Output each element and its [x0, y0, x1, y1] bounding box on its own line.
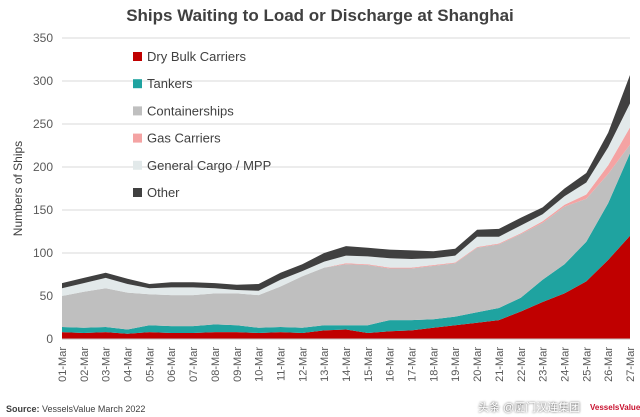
legend-label: Other	[147, 185, 180, 200]
legend-swatch	[133, 160, 142, 170]
source-text: VesselsValue March 2022	[42, 404, 146, 414]
x-tick-label: 26-Mar	[603, 347, 615, 382]
source-label: Source:	[6, 404, 40, 414]
x-tick-label: 04-Mar	[123, 347, 135, 382]
x-tick-label: 11-Mar	[275, 347, 287, 381]
legend-swatch	[133, 79, 142, 89]
x-tick-label: 25-Mar	[581, 347, 593, 382]
legend-swatch	[133, 106, 142, 116]
legend-swatch	[133, 188, 142, 197]
x-tick-label: 10-Mar	[254, 347, 266, 382]
legend-swatch	[133, 133, 142, 143]
area-series	[62, 75, 630, 291]
x-tick-label: 19-Mar	[450, 347, 462, 382]
area-series	[62, 103, 630, 297]
legend-label: Gas Carriers	[147, 131, 221, 146]
x-tick-label: 23-Mar	[538, 347, 550, 382]
area-series	[62, 144, 630, 330]
x-tick-label: 05-Mar	[144, 347, 156, 382]
x-tick-label: 17-Mar	[407, 347, 419, 382]
legend-label: Tankers	[147, 76, 193, 91]
x-tick-label: 01-Mar	[57, 347, 69, 382]
x-tick-label: 15-Mar	[363, 347, 375, 382]
y-tick-label: 200	[33, 160, 53, 174]
y-tick-label: 300	[33, 74, 53, 88]
legend-label: Dry Bulk Carriers	[147, 49, 246, 64]
x-tick-label: 20-Mar	[472, 347, 484, 382]
legend-swatch	[133, 52, 142, 61]
brand-logo: VesselsValue	[590, 403, 640, 412]
x-tick-label: 22-Mar	[516, 347, 528, 382]
source-note: Source: VesselsValue March 2022	[6, 404, 145, 414]
x-tick-label: 21-Mar	[494, 347, 506, 382]
x-tick-label: 09-Mar	[232, 347, 244, 382]
y-tick-label: 150	[33, 203, 53, 217]
x-tick-label: 08-Mar	[210, 347, 222, 382]
y-axis-label: Numbers of Ships	[11, 141, 25, 236]
y-tick-label: 100	[33, 246, 53, 260]
x-tick-label: 06-Mar	[166, 347, 178, 382]
x-tick-label: 27-Mar	[625, 347, 637, 382]
watermark-text: 头条 @厦门汉连集团	[478, 402, 581, 414]
y-tick-label: 350	[33, 31, 53, 45]
x-tick-label: 12-Mar	[297, 347, 309, 382]
y-tick-label: 250	[33, 117, 53, 131]
x-tick-label: 03-Mar	[101, 347, 113, 382]
y-tick-label: 50	[40, 289, 54, 303]
x-tick-label: 18-Mar	[428, 347, 440, 382]
x-tick-label: 02-Mar	[79, 347, 91, 382]
chart-title: Ships Waiting to Load or Discharge at Sh…	[126, 6, 514, 25]
x-tick-label: 13-Mar	[319, 347, 331, 382]
x-tick-label: 14-Mar	[341, 347, 353, 382]
y-tick-label: 0	[46, 332, 53, 346]
x-tick-label: 24-Mar	[559, 347, 571, 382]
legend-label: General Cargo / MPP	[147, 158, 271, 173]
area-series	[62, 235, 630, 339]
legend-label: Containerships	[147, 103, 234, 118]
x-tick-label: 07-Mar	[188, 347, 200, 382]
x-tick-label: 16-Mar	[385, 347, 397, 382]
